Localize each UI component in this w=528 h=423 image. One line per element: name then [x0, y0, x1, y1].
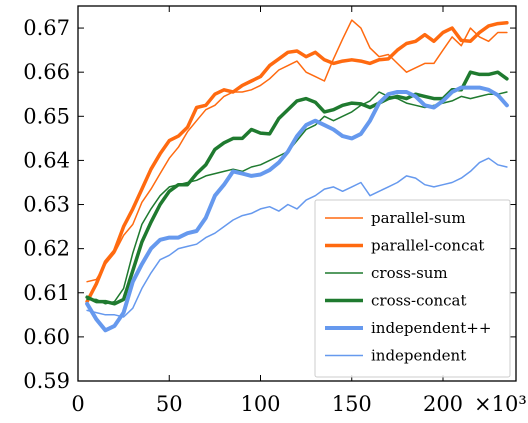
y-tick-label: 0.61: [23, 281, 70, 305]
x-tick-label: 50: [156, 392, 183, 416]
plot-frame: [77, 5, 517, 382]
axis-ticks: 0.59 0.60 0.61 0.62 0.63 0.64 0.65 0.66 0.67 0 50 1…: [23, 6, 516, 416]
legend-label: cross-sum: [371, 264, 448, 282]
x-axis-multiplier: ×10³: [474, 392, 527, 416]
y-tick-label: 0.60: [23, 325, 70, 349]
x-tick-label: 200: [423, 392, 463, 416]
series-line-independent: [85, 85, 509, 333]
y-tick-label: 0.62: [23, 237, 70, 261]
legend-label: parallel-concat: [371, 237, 484, 255]
legend: parallel-sum parallel-concat cross-sum cros…: [314, 199, 511, 378]
legend-label: independent++: [371, 319, 491, 337]
y-tick-label: 0.66: [23, 60, 70, 84]
series-line-parallel-concat: [85, 21, 509, 304]
x-tick-label: 0: [71, 392, 84, 416]
y-tick-label: 0.64: [23, 148, 70, 172]
legend-label: cross-concat: [371, 292, 467, 310]
legend-label: independent: [371, 347, 466, 365]
x-tick-label: 150: [332, 392, 372, 416]
x-tick-label: 100: [240, 392, 280, 416]
y-tick-label: 0.63: [23, 193, 70, 217]
legend-box: [314, 199, 511, 378]
series-lines: [85, 19, 509, 333]
series-line-independent: [86, 157, 508, 318]
series-line-parallel-sum: [86, 19, 508, 283]
y-tick-label: 0.59: [23, 369, 70, 393]
series-line-cross-concat: [85, 70, 509, 306]
y-tick-label: 0.67: [23, 16, 70, 40]
legend-label: parallel-sum: [371, 209, 466, 227]
y-tick-label: 0.65: [23, 104, 70, 128]
